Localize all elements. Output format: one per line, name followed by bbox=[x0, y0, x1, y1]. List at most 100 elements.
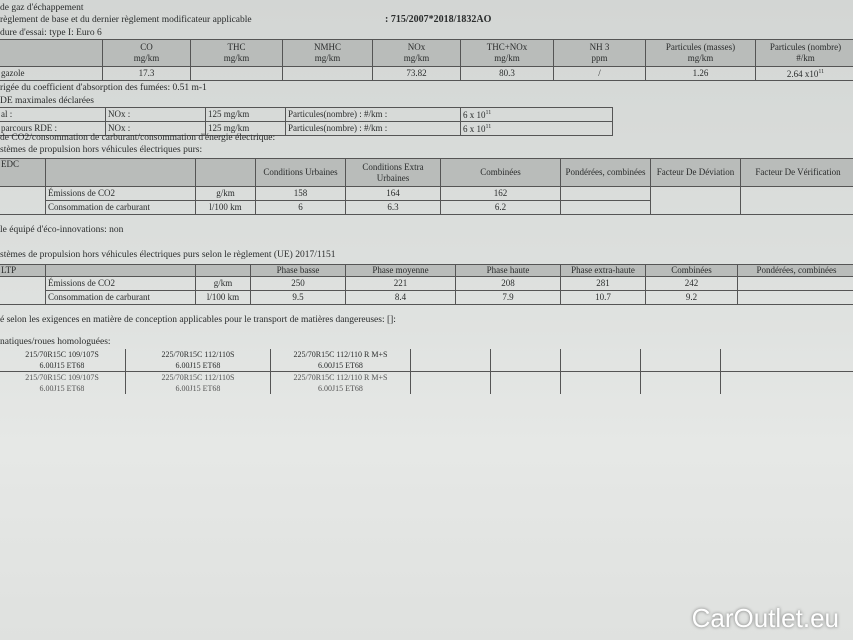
header-nmhc: NMHC mg/km bbox=[282, 39, 373, 67]
header-thc: THC mg/km bbox=[190, 39, 283, 67]
cell bbox=[0, 276, 46, 305]
value: 8.4 bbox=[345, 290, 456, 305]
cell bbox=[560, 349, 641, 372]
pm-mass-value: 1.26 bbox=[645, 66, 756, 81]
table-row: gazole 17.3 73.82 80.3 / 1.26 2.64 x1011 bbox=[0, 66, 853, 81]
row-label: Émissions de CO2 bbox=[45, 276, 196, 291]
nox-value: 73.82 bbox=[372, 66, 461, 81]
propulsion-heading: stèmes de propulsion hors véhicules élec… bbox=[0, 145, 203, 155]
tyres-table: 215/70R15C 109/107S 6.00J15 ET68 225/70R1… bbox=[0, 349, 853, 394]
rde-nox-label: NOx : bbox=[105, 107, 206, 122]
test-type: dure d'essai: type I: Euro 6 bbox=[0, 28, 102, 38]
cell bbox=[720, 349, 853, 372]
table-row: 215/70R15C 109/107S 6.00J15 ET68 225/70R1… bbox=[0, 349, 853, 372]
nedc-table: EDC Conditions Urbaines Conditions Extra… bbox=[0, 158, 853, 215]
table-row: al : NOx : 125 mg/km Particules(nombre) … bbox=[0, 107, 613, 122]
value bbox=[737, 276, 853, 291]
table-row: Émissions de CO2 g/km 250 221 208 281 24… bbox=[0, 276, 853, 305]
regulation-label: règlement de base et du dernier règlemen… bbox=[0, 15, 252, 25]
rde-table: al : NOx : 125 mg/km Particules(nombre) … bbox=[0, 107, 613, 136]
header-combined: Combinées bbox=[645, 264, 738, 277]
cell bbox=[640, 371, 721, 394]
row-label: Émissions de CO2 bbox=[45, 186, 196, 201]
value: 162 bbox=[440, 186, 561, 201]
value: 250 bbox=[250, 276, 346, 291]
header-extra-high: Phase extra-haute bbox=[560, 264, 646, 277]
rde-pn-label: Particules(nombre) : #/km : bbox=[285, 121, 461, 136]
unit: l/100 km bbox=[195, 200, 256, 215]
unit: g/km bbox=[195, 186, 256, 201]
table-row: parcours RDE : NOx : 125 mg/km Particule… bbox=[0, 121, 613, 136]
eco-innovations: le équipé d'éco-innovations: non bbox=[0, 225, 124, 235]
thc-value bbox=[190, 66, 283, 81]
emissions-table: CO mg/km THC mg/km NMHC mg/km NOx mg/km THC+… bbox=[0, 39, 853, 81]
watermark-logo: CarOutlet.eu bbox=[691, 603, 839, 633]
header-pm-mass: Particules (masses) mg/km bbox=[645, 39, 756, 67]
header-extra-urban: Conditions Extra Urbaines bbox=[345, 158, 441, 187]
co2-heading: de CO2/consommation de carburant/consomm… bbox=[0, 133, 276, 143]
tyre-cell: 225/70R15C 112/110 R M+S 6.00J15 ET68 bbox=[270, 371, 411, 394]
dangerous-goods: é selon les exigences en matière de conc… bbox=[0, 315, 396, 325]
value: 6.2 bbox=[440, 200, 561, 215]
value: 158 bbox=[255, 186, 346, 201]
value: 9.5 bbox=[250, 290, 346, 305]
cell bbox=[490, 371, 561, 394]
co-value: 17.3 bbox=[102, 66, 191, 81]
rde-nox-value: 125 mg/km bbox=[205, 107, 286, 122]
tyre-cell: 215/70R15C 109/107S 6.00J15 ET68 bbox=[0, 371, 126, 394]
tyres-heading: natiques/roues homologuées: bbox=[0, 337, 111, 347]
header-co: CO mg/km bbox=[102, 39, 191, 67]
value: 9.2 bbox=[645, 290, 738, 305]
rde-pn-value: 6 x 1011 bbox=[460, 121, 613, 136]
header-medium: Phase moyenne bbox=[345, 264, 456, 277]
nh3-value: / bbox=[553, 66, 646, 81]
value: 281 bbox=[560, 276, 646, 291]
tyre-cell: 225/70R15C 112/110 R M+S 6.00J15 ET68 bbox=[270, 349, 411, 372]
header-weighted: Pondérées, combinées bbox=[737, 264, 853, 277]
table-row: Consommation de carburant l/100 km 9.5 8… bbox=[0, 290, 853, 305]
section-heading: de gaz d'échappement bbox=[0, 3, 84, 13]
regulation-reference: : 715/2007*2018/1832AO bbox=[385, 14, 492, 25]
value: 6 bbox=[255, 200, 346, 215]
tyre-cell: 215/70R15C 109/107S 6.00J15 ET68 bbox=[0, 349, 126, 372]
header-cell bbox=[45, 158, 196, 187]
value bbox=[560, 200, 651, 215]
nedc-label: EDC bbox=[0, 158, 46, 187]
value: 7.9 bbox=[455, 290, 561, 305]
pm-number-value: 2.64 x1011 bbox=[755, 66, 853, 81]
header-cell bbox=[195, 264, 251, 277]
rde-nox-label: NOx : bbox=[105, 121, 206, 136]
cell bbox=[490, 349, 561, 372]
rde-heading: DE maximales déclarées bbox=[0, 96, 94, 106]
header-urban: Conditions Urbaines bbox=[255, 158, 346, 187]
table-row: Émissions de CO2 g/km 158 164 162 bbox=[0, 186, 853, 215]
nmhc-value bbox=[282, 66, 373, 81]
cell bbox=[410, 371, 491, 394]
thc-nox-value: 80.3 bbox=[460, 66, 554, 81]
value bbox=[737, 290, 853, 305]
row-label: Consommation de carburant bbox=[45, 200, 196, 215]
cell bbox=[720, 371, 853, 394]
value: 6.3 bbox=[345, 200, 441, 215]
value bbox=[560, 186, 651, 201]
wltp-table: LTP Phase basse Phase moyenne Phase haut… bbox=[0, 264, 853, 305]
value: 164 bbox=[345, 186, 441, 201]
header-high: Phase haute bbox=[455, 264, 561, 277]
cell bbox=[0, 186, 46, 215]
tyre-cell: 225/70R15C 112/110S 6.00J15 ET68 bbox=[125, 371, 271, 394]
tyre-cell: 225/70R15C 112/110S 6.00J15 ET68 bbox=[125, 349, 271, 372]
header-cell bbox=[0, 39, 103, 67]
cell bbox=[560, 371, 641, 394]
table-row: 215/70R15C 109/107S 6.00J15 ET68 225/70R1… bbox=[0, 371, 853, 394]
header-thc-nox: THC+NOx mg/km bbox=[460, 39, 554, 67]
wltp-label: LTP bbox=[0, 264, 46, 277]
header-low: Phase basse bbox=[250, 264, 346, 277]
rde-label: al : bbox=[0, 107, 106, 122]
header-verification: Facteur De Vérification bbox=[740, 158, 853, 187]
table-row: Consommation de carburant l/100 km 6 6.3… bbox=[0, 200, 853, 215]
header-cell bbox=[195, 158, 256, 187]
value: 10.7 bbox=[560, 290, 646, 305]
header-combined: Combinées bbox=[440, 158, 561, 187]
row-label: Consommation de carburant bbox=[45, 290, 196, 305]
header-weighted: Pondérées, combinées bbox=[560, 158, 651, 187]
